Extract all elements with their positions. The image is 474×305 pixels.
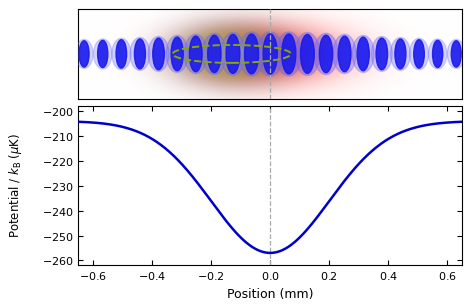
Ellipse shape (116, 40, 127, 68)
Ellipse shape (295, 33, 320, 75)
Ellipse shape (276, 32, 301, 76)
Ellipse shape (190, 36, 202, 72)
Ellipse shape (112, 38, 131, 70)
Ellipse shape (130, 38, 150, 70)
Ellipse shape (338, 36, 351, 72)
Ellipse shape (428, 39, 447, 69)
Ellipse shape (153, 38, 164, 70)
Ellipse shape (93, 39, 112, 69)
X-axis label: Position (mm): Position (mm) (227, 288, 313, 301)
Ellipse shape (226, 34, 240, 74)
Ellipse shape (245, 34, 259, 74)
Ellipse shape (391, 38, 410, 70)
Ellipse shape (352, 35, 374, 72)
Ellipse shape (451, 41, 461, 67)
Ellipse shape (257, 32, 283, 76)
Ellipse shape (447, 39, 465, 68)
Y-axis label: Potential / $k_\mathrm{B}$ ($\mu$K): Potential / $k_\mathrm{B}$ ($\mu$K) (8, 133, 25, 239)
Ellipse shape (202, 33, 227, 74)
Ellipse shape (166, 35, 188, 72)
Ellipse shape (414, 40, 424, 68)
Ellipse shape (263, 34, 277, 74)
Ellipse shape (79, 41, 89, 67)
Ellipse shape (376, 38, 388, 70)
Ellipse shape (98, 40, 108, 67)
Ellipse shape (301, 34, 314, 74)
Ellipse shape (282, 34, 296, 74)
Ellipse shape (184, 34, 207, 74)
Ellipse shape (75, 39, 93, 68)
Ellipse shape (357, 37, 369, 71)
Ellipse shape (208, 35, 221, 73)
Ellipse shape (333, 34, 356, 74)
Ellipse shape (171, 37, 183, 71)
Ellipse shape (239, 32, 264, 76)
Ellipse shape (372, 37, 392, 71)
Ellipse shape (135, 39, 146, 69)
Ellipse shape (432, 40, 443, 67)
Ellipse shape (410, 38, 428, 70)
Ellipse shape (148, 37, 169, 71)
Ellipse shape (314, 33, 338, 74)
Ellipse shape (220, 33, 246, 75)
Ellipse shape (319, 35, 333, 73)
Ellipse shape (395, 39, 406, 69)
